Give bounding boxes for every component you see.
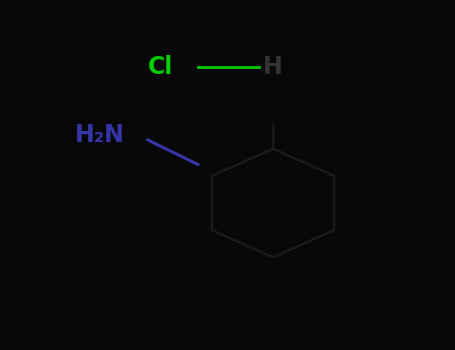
Text: H₂N: H₂N [75, 123, 125, 147]
Text: Cl: Cl [147, 55, 173, 78]
Text: H: H [263, 55, 283, 78]
